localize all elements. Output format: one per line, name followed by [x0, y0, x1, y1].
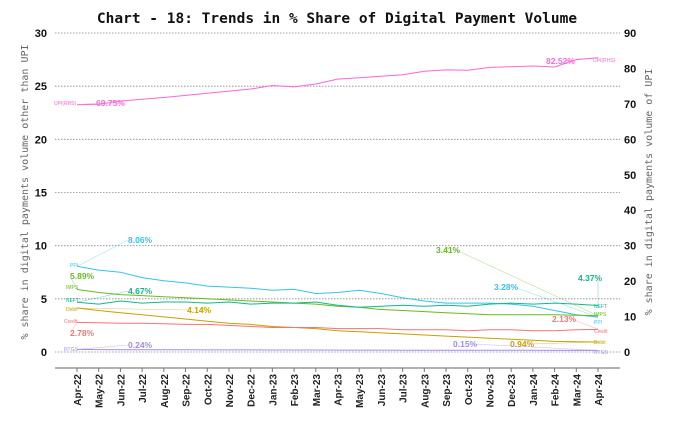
- x-tick-label: Apr-23: [334, 374, 345, 406]
- leader-line: [69, 275, 78, 290]
- series-line-debit: [76, 307, 599, 343]
- right-tick-label: 90: [624, 28, 636, 40]
- right-tick-label: 70: [624, 99, 636, 111]
- right-tick-label: 80: [624, 63, 636, 75]
- x-tick-label: Sep-23: [442, 374, 453, 407]
- left-tick-label: 15: [35, 188, 47, 200]
- x-tick-label: Mar-24: [572, 374, 583, 407]
- x-tick-label: Dec-22: [247, 374, 258, 407]
- leader-line: [472, 343, 599, 351]
- x-tick-label: Apr-22: [73, 374, 84, 406]
- data-label-end-credit: 2.13%: [552, 314, 577, 324]
- series-line-neft: [76, 300, 599, 308]
- x-tick-label: Jan-24: [529, 374, 540, 406]
- series-tag-start-neft: NEFT: [66, 298, 79, 304]
- x-tick-label: Jul-22: [138, 374, 149, 403]
- right-tick-label: 0: [624, 347, 630, 359]
- data-label-end-debit: 0.94%: [510, 339, 535, 349]
- left-tick-label: 20: [35, 134, 47, 146]
- data-label-start-ppi: 8.06%: [128, 235, 153, 245]
- data-label-end-imps: 3.41%: [436, 245, 461, 255]
- data-label-end-rtgs: 0.15%: [453, 339, 478, 349]
- series-line-rtgs: [76, 348, 598, 351]
- series-tag-start-ppi: PPI: [70, 263, 78, 269]
- series-line-credit: [76, 321, 599, 332]
- series-tag-end-debit: Debit: [594, 340, 606, 346]
- x-tick-label: Aug-22: [160, 374, 171, 408]
- series-line-upirhs: [76, 57, 599, 106]
- series-tag-start-upirhs: UPI(RHS): [54, 101, 77, 107]
- data-label-start-debit: 4.14%: [187, 305, 212, 315]
- x-tick-label: Dec-23: [507, 374, 518, 407]
- series-tag-end-ppi: PPI: [594, 320, 602, 326]
- leader-line: [76, 307, 188, 311]
- x-tick-label: Feb-23: [290, 374, 301, 407]
- left-tick-label: 25: [35, 81, 47, 93]
- leader-line: [76, 102, 97, 106]
- data-label-end-neft: 4.37%: [578, 273, 603, 283]
- right-tick-label: 30: [624, 241, 636, 253]
- data-label-end-upirhs: 82.52%: [546, 56, 575, 66]
- x-tick-label: Nov-23: [485, 374, 496, 408]
- x-tick-label: Sep-22: [182, 374, 193, 407]
- right-tick-label: 40: [624, 205, 636, 217]
- leader-line: [76, 239, 129, 267]
- left-tick-label: 30: [35, 28, 47, 40]
- x-tick-label: Feb-24: [551, 374, 562, 407]
- left-tick-label: 5: [41, 294, 47, 306]
- right-axis-label: % share in digital payments volume of UP…: [644, 69, 655, 316]
- leader-line: [571, 318, 599, 330]
- series-tag-start-credit: Credit: [64, 319, 78, 325]
- series-tag-end-neft: NEFT: [594, 304, 607, 310]
- x-tick-label: Mar-23: [312, 374, 323, 407]
- left-axis-label: % share in digital payments volume other…: [20, 44, 31, 339]
- series-tag-end-imps: IMPS: [594, 312, 607, 318]
- right-tick-label: 20: [624, 276, 636, 288]
- x-tick-label: May-23: [355, 374, 366, 408]
- left-tick-label: 10: [35, 241, 47, 253]
- x-tick-label: Oct-23: [464, 374, 475, 406]
- x-tick-label: Oct-22: [203, 374, 214, 406]
- data-label-start-imps: 5.89%: [70, 271, 95, 281]
- series-tag-start-debit: Debit: [66, 307, 78, 313]
- x-tick-label: Apr-24: [594, 374, 605, 406]
- x-tick-label: Aug-23: [420, 374, 431, 408]
- left-tick-label: 0: [41, 347, 47, 359]
- series-tag-end-upirhs: UPI(RHS): [593, 58, 616, 64]
- x-tick-label: Jan-23: [268, 374, 279, 406]
- right-tick-label: 60: [624, 134, 636, 146]
- leader-line: [529, 341, 599, 345]
- leader-line: [76, 344, 129, 350]
- leader-line: [455, 249, 599, 316]
- data-label-start-neft: 4.67%: [128, 286, 153, 296]
- data-label-start-credit: 2.78%: [70, 328, 95, 338]
- right-tick-label: 50: [624, 170, 636, 182]
- leader-line: [513, 286, 599, 318]
- x-tick-label: Jul-23: [399, 374, 410, 403]
- leader-line: [565, 57, 599, 62]
- data-label-start-rtgs: 0.24%: [128, 340, 153, 350]
- leader-line: [76, 290, 129, 303]
- series-tag-end-rtgs: RTGS: [594, 350, 608, 356]
- series-tag-end-credit: Credit: [594, 329, 608, 335]
- x-tick-label: Jun-22: [116, 374, 127, 407]
- series-line-imps: [76, 288, 599, 317]
- leader-line: [69, 322, 78, 334]
- series-tag-start-imps: IMPS: [66, 285, 79, 291]
- data-label-end-ppi: 3.28%: [494, 282, 519, 292]
- series-line-ppi: [76, 265, 599, 318]
- x-tick-label: Nov-22: [225, 374, 236, 408]
- x-tick-label: May-22: [95, 374, 106, 408]
- x-tick-label: Jun-23: [377, 374, 388, 407]
- right-tick-label: 10: [624, 312, 636, 324]
- chart-title: Chart - 18: Trends in % Share of Digital…: [97, 11, 577, 27]
- series-tag-start-rtgs: RTGS: [64, 347, 78, 353]
- data-label-start-upirhs: 69.75%: [96, 98, 125, 108]
